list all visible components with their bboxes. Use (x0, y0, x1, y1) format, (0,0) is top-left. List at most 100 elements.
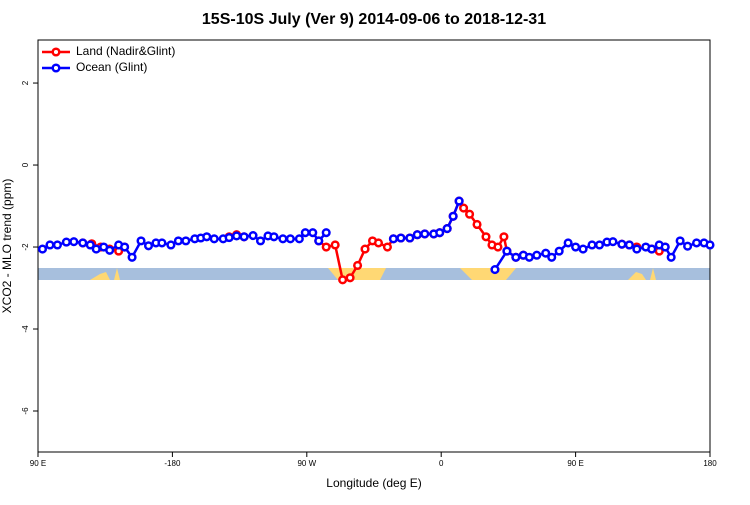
land-region (114, 268, 120, 280)
land-region (650, 268, 656, 280)
data-point (69, 237, 79, 247)
data-point (472, 219, 482, 230)
data-point (660, 242, 670, 252)
data-point (647, 244, 657, 254)
data-point (405, 233, 415, 243)
data-point (353, 260, 363, 271)
data-point (587, 240, 597, 250)
data-point (202, 232, 212, 242)
data-point (166, 240, 176, 250)
data-point (248, 230, 258, 241)
data-point (493, 242, 503, 252)
data-point (532, 250, 542, 260)
data-point (308, 228, 318, 238)
data-point (285, 234, 295, 244)
data-point (435, 228, 445, 238)
data-point (173, 236, 183, 246)
data-point (481, 232, 491, 242)
data-point (382, 242, 392, 252)
data-point (624, 240, 634, 250)
y-tick-label: 0 (21, 162, 30, 167)
chart-title: 15S-10S July (Ver 9) 2014-09-06 to 2018-… (202, 11, 546, 28)
data-point (388, 234, 398, 244)
data-point (314, 236, 324, 246)
data-point (330, 240, 340, 250)
data-point (91, 244, 101, 254)
data-point (541, 248, 551, 258)
data-point (412, 230, 422, 240)
data-point (209, 234, 219, 244)
series-group (37, 196, 715, 285)
data-point (442, 224, 452, 234)
data-point (45, 240, 55, 250)
data-point (239, 232, 249, 242)
legend-label: Ocean (Glint) (76, 60, 147, 74)
data-point (420, 229, 430, 239)
y-tick-label: -4 (21, 325, 30, 333)
data-point (563, 238, 573, 248)
data-point (338, 275, 348, 285)
data-point (269, 232, 279, 242)
y-axis-label: XCO2 - MLO trend (ppm) (0, 179, 14, 314)
data-point (692, 238, 702, 248)
y-tick-label: -2 (21, 243, 30, 251)
data-point (345, 273, 355, 283)
data-point (373, 238, 384, 248)
data-point (448, 211, 458, 221)
data-point (37, 244, 48, 254)
data-point (157, 238, 167, 248)
data-point (143, 241, 154, 251)
data-point (554, 246, 564, 256)
data-point (181, 236, 191, 246)
data-point (232, 231, 242, 241)
data-point (105, 245, 115, 255)
data-point (511, 252, 521, 262)
data-point (321, 228, 331, 238)
data-point (666, 252, 676, 262)
data-point (524, 252, 534, 262)
data-point (61, 237, 71, 247)
x-tick-label: 180 (703, 459, 717, 468)
x-tick-label: 90 E (567, 459, 583, 468)
x-tick-label: -180 (164, 459, 181, 468)
x-tick-label: 0 (439, 459, 444, 468)
data-point (465, 209, 475, 219)
land-region (628, 272, 646, 280)
data-point (85, 240, 95, 250)
legend-marker (51, 47, 61, 57)
data-point (683, 241, 693, 251)
data-point (675, 236, 685, 246)
land-region (90, 272, 110, 280)
data-point (321, 242, 331, 252)
data-point (396, 233, 406, 243)
x-tick-label: 90 E (30, 459, 46, 468)
legend-marker (51, 63, 61, 73)
data-point (78, 238, 88, 248)
land-region (460, 268, 516, 280)
data-point (127, 252, 137, 262)
data-point (499, 232, 509, 242)
data-point (52, 240, 62, 250)
data-point (278, 234, 288, 244)
data-point (224, 233, 234, 243)
data-point (459, 203, 469, 213)
data-point (294, 234, 304, 244)
x-tick-label: 90 W (297, 459, 316, 468)
ticks: 90 E -180 90 W 0 90 E 180 -6 -4 -2 0 2 (21, 80, 717, 468)
legend: Land (Nadir&Glint) Ocean (Glint) (42, 44, 175, 74)
data-point (608, 237, 618, 247)
data-point (136, 236, 146, 246)
data-point (454, 196, 464, 206)
data-point (571, 242, 581, 252)
data-point (120, 242, 130, 252)
data-point (617, 239, 627, 249)
y-tick-label: -6 (21, 407, 30, 415)
data-point (490, 265, 500, 275)
data-point (632, 244, 642, 254)
data-point (705, 240, 715, 250)
legend-label: Land (Nadir&Glint) (76, 44, 175, 58)
x-axis-label: Longitude (deg E) (326, 476, 421, 490)
data-point (300, 228, 310, 238)
data-point (360, 244, 370, 254)
